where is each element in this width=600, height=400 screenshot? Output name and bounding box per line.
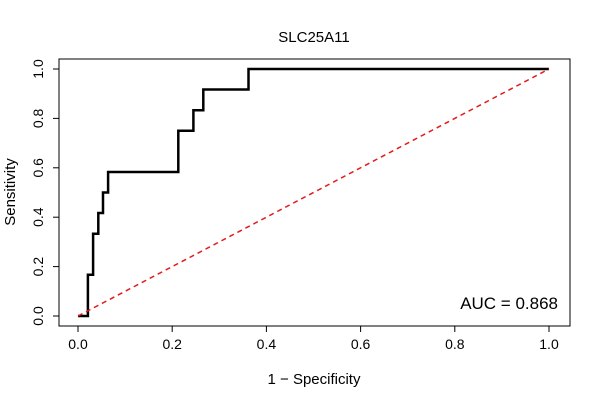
y-tick-label-4: 0.8 — [30, 108, 46, 128]
x-axis-label: 1 − Specificity — [268, 371, 361, 388]
x-tick-label-2: 0.4 — [257, 336, 277, 352]
y-axis-label: Sensitivity — [2, 158, 19, 226]
x-axis: 0.0 0.2 0.4 0.6 0.8 1.0 — [68, 325, 559, 352]
reference-diagonal-line — [77, 68, 550, 317]
x-tick-label-4: 0.8 — [445, 336, 465, 352]
auc-annotation: AUC = 0.868 — [460, 294, 558, 313]
y-tick-label-0: 0.0 — [30, 306, 46, 326]
x-tick-label-3: 0.6 — [351, 336, 371, 352]
y-tick-label-3: 0.6 — [30, 158, 46, 178]
x-tick-label-5: 1.0 — [539, 336, 559, 352]
x-tick-label-1: 0.2 — [162, 336, 182, 352]
y-tick-label-1: 0.2 — [30, 257, 46, 277]
roc-curve-line — [78, 67, 549, 318]
y-tick-label-5: 1.0 — [30, 59, 46, 79]
x-tick-label-0: 0.0 — [68, 336, 88, 352]
chart-title: SLC25A11 — [278, 29, 349, 46]
series-layer — [77, 67, 550, 318]
y-axis: 0.0 0.2 0.4 0.6 0.8 1.0 — [30, 59, 60, 326]
y-tick-label-2: 0.4 — [30, 207, 46, 227]
